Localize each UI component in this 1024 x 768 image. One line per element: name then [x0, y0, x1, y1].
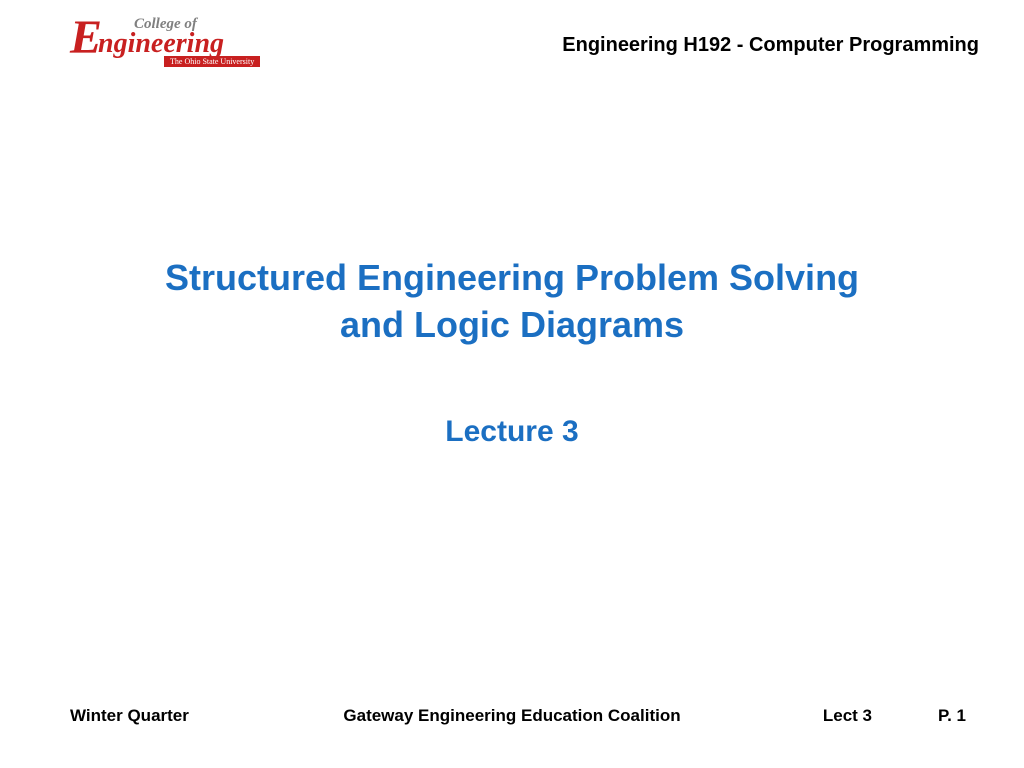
slide-footer: Winter Quarter Gateway Engineering Educa… — [0, 706, 1024, 730]
college-logo: E College of ngineering The Ohio State U… — [70, 18, 300, 70]
logo-subtitle: The Ohio State University — [164, 56, 260, 67]
footer-lecture: Lect 3 — [823, 706, 872, 726]
slide-main-title: Structured Engineering Problem Solving a… — [0, 255, 1024, 349]
logo-ngineering: ngineering — [98, 30, 224, 58]
footer-page: P. 1 — [938, 706, 966, 726]
slide-header: E College of ngineering The Ohio State U… — [0, 18, 1024, 78]
title-line-1: Structured Engineering Problem Solving — [165, 257, 859, 298]
title-line-2: and Logic Diagrams — [340, 304, 684, 345]
course-title: Engineering H192 - Computer Programming — [562, 34, 979, 57]
slide-subtitle: Lecture 3 — [0, 415, 1024, 449]
